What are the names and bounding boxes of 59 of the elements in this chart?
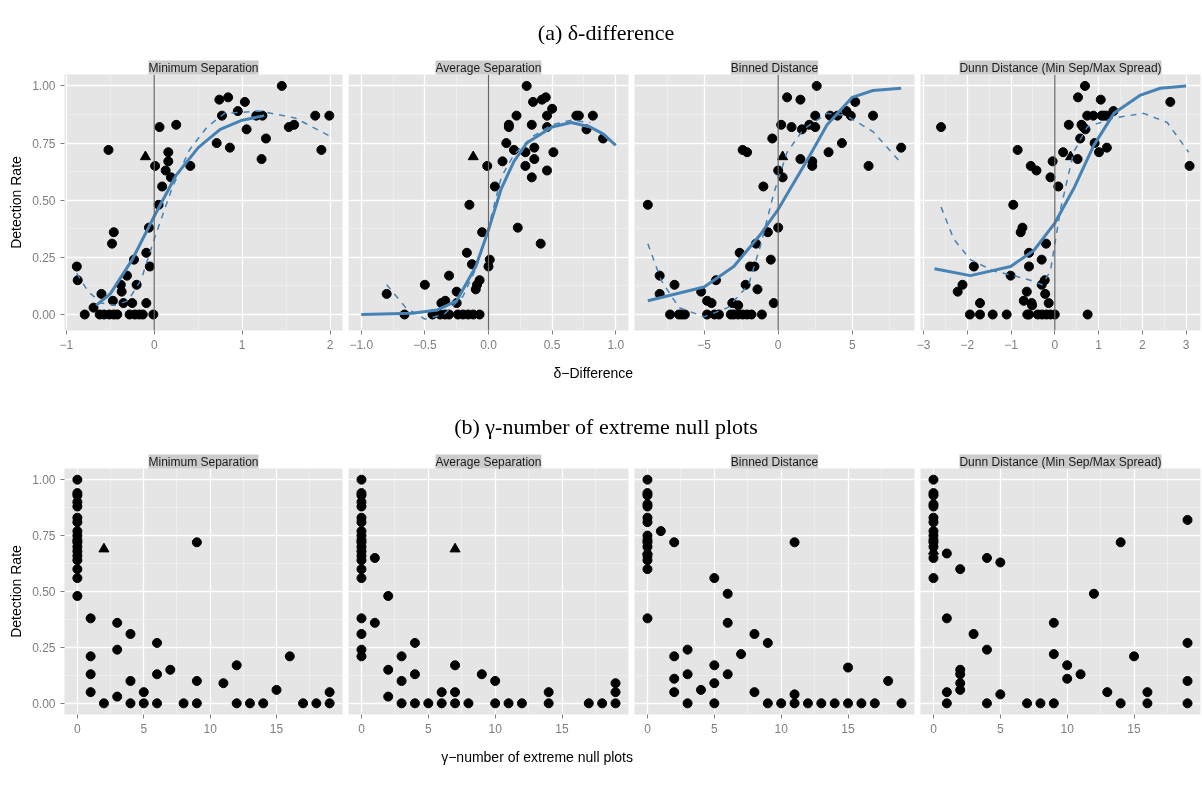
chart-title: Average Separation	[435, 454, 542, 469]
x-tick-label: 15	[269, 721, 284, 736]
x-tick-label: 15	[1127, 721, 1142, 736]
chart-title: Minimum Separation	[148, 454, 259, 469]
x-tick-label: 0.0	[480, 337, 498, 352]
x-tick-label: 5	[848, 337, 856, 352]
x-axis-title: γ−number of extreme null plots	[441, 748, 633, 767]
x-tick-label: 0	[774, 337, 782, 352]
x-tick-label: 0.5	[543, 337, 561, 352]
x-tick-label: −1.0	[349, 337, 374, 352]
x-tick-label: 0	[1051, 337, 1059, 352]
text: (b) γ-number of extreme null plots	[454, 413, 758, 441]
y-tick-label: 1.00	[32, 473, 56, 488]
x-tick-label: 15	[555, 721, 570, 736]
chart-title: Minimum Separation	[148, 60, 259, 75]
x-tick-label: −0.5	[413, 337, 438, 352]
x-tick-label: 5	[996, 721, 1004, 736]
y-tick-label: 0.50	[32, 585, 56, 599]
x-tick-label: −3	[916, 337, 931, 352]
x-tick-label: 2	[1138, 337, 1146, 352]
x-tick-label: −2	[960, 337, 975, 352]
text: (a) δ-difference	[537, 19, 675, 47]
x-tick-label: 1	[238, 337, 246, 352]
x-tick-label: 5	[140, 721, 148, 736]
y-tick-label: 0.75	[32, 529, 56, 544]
chart-title: Dunn Distance (Min Sep/Max Spread)	[959, 454, 1162, 469]
x-axis-title: δ−Difference	[553, 364, 633, 383]
y-tick-label: 0.00	[32, 696, 56, 711]
y-tick-label: 0.25	[32, 250, 56, 265]
chart-title: Binned Distance	[730, 60, 819, 75]
y-axis-title: Detection Rate	[8, 155, 25, 249]
x-tick-label: −1	[59, 337, 74, 352]
y-tick-label: 0.00	[32, 308, 56, 322]
x-tick-label: −5	[697, 337, 712, 352]
x-tick-label: 2	[326, 337, 334, 352]
x-tick-label: 5	[710, 721, 718, 736]
chart-title: Binned Distance	[730, 454, 819, 469]
x-tick-label: 5	[424, 721, 432, 736]
chart-title: Dunn Distance (Min Sep/Max Spread)	[959, 60, 1162, 75]
x-tick-label: 0	[644, 721, 652, 736]
x-tick-label: −1	[1004, 337, 1019, 352]
x-tick-label: 10	[488, 721, 503, 736]
y-tick-label: 0.25	[32, 640, 56, 655]
x-tick-label: 0	[74, 721, 82, 736]
x-tick-label: 1	[1095, 337, 1103, 352]
y-tick-label: 0.75	[32, 136, 56, 151]
x-tick-label: 10	[774, 721, 789, 736]
y-tick-label: 1.00	[32, 79, 56, 94]
y-tick-label: 0.50	[32, 193, 56, 208]
x-tick-label: 10	[1060, 721, 1075, 736]
x-tick-label: 0	[930, 721, 938, 736]
x-tick-label: 3	[1182, 337, 1190, 352]
x-tick-label: 0	[358, 721, 366, 736]
chart-title: Average Separation	[435, 60, 542, 75]
x-tick-label: 0	[150, 337, 158, 352]
x-tick-label: 15	[841, 721, 856, 736]
y-axis-title: Detection Rate	[8, 544, 25, 638]
x-tick-label: 1.0	[607, 337, 625, 352]
x-tick-label: 10	[203, 721, 218, 736]
